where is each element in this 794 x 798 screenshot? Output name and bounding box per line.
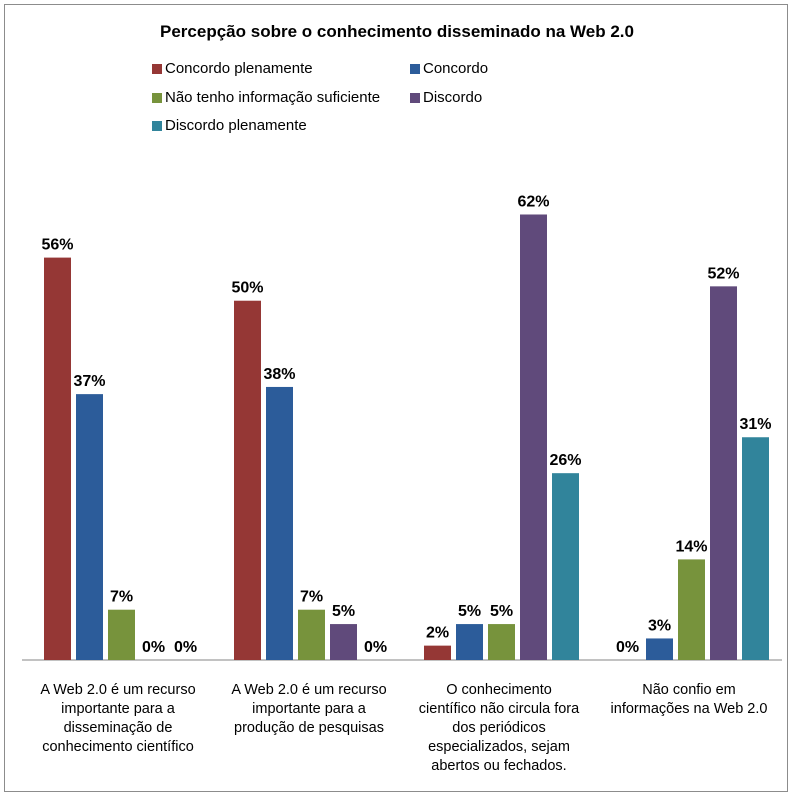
bar-g2-s1 [234,300,261,660]
legend-item-discordo-plenamente: Discordo plenamente [152,117,307,134]
data-label-g2-s1: 50% [231,280,263,297]
data-label-g1-s5: 0% [174,639,197,656]
legend-label-discordo-plenamente: Discordo plenamente [165,117,307,134]
legend-swatch-nao-tenho-informacao [152,92,162,103]
bar-g3-s5 [552,473,579,660]
bar-g4-s3 [678,559,705,660]
bar-g3-s1 [424,645,451,660]
data-label-g1-s3: 7% [110,589,133,606]
bar-g1-s1 [44,257,71,660]
bar-g2-s4 [330,624,357,660]
bar-g3-s3 [488,624,515,660]
bar-g1-s3 [108,609,135,660]
data-label-g3-s3: 5% [490,603,513,620]
bar-g2-s3 [298,609,325,660]
data-label-g4-s3: 14% [675,538,707,555]
data-label-g4-s4: 52% [707,265,739,282]
chart-title: Percepção sobre o conhecimento dissemina… [160,22,634,41]
data-label-g1-s4: 0% [142,639,165,656]
category-label-2: A Web 2.0 é um recurso importante para a… [231,682,387,736]
data-label-g4-s5: 31% [739,416,771,433]
legend-item-concordo: Concordo [410,60,488,77]
data-label-g2-s3: 7% [300,589,323,606]
data-label-g2-s2: 38% [263,366,295,383]
legend-label-concordo-plenamente: Concordo plenamente [165,60,313,77]
legend-item-nao-tenho-informacao: Não tenho informação suficiente [152,89,380,106]
chart-frame [4,4,788,792]
legend-item-discordo: Discordo [410,89,482,106]
data-label-g1-s2: 37% [73,373,105,390]
legend-label-nao-tenho-informacao: Não tenho informação suficiente [165,89,381,106]
bar-g4-s2 [646,638,673,660]
bar-g3-s2 [456,624,483,660]
data-label-g3-s5: 26% [549,452,581,469]
data-label-g3-s4: 62% [517,193,549,210]
data-label-g2-s5: 0% [364,639,387,656]
legend-label-concordo: Concordo [423,60,489,77]
category-label-3: O conhecimento científico não circula fo… [418,682,580,774]
data-label-g3-s1: 2% [426,625,449,642]
legend-swatch-discordo [410,92,420,103]
data-label-g1-s1: 56% [41,237,73,254]
category-label-4: Não confio em informações na Web 2.0 [610,682,768,717]
legend-swatch-concordo-plenamente [152,63,162,74]
legend-swatch-discordo-plenamente [152,120,162,131]
category-label-1: A Web 2.0 é um recurso importante para a… [40,682,196,755]
bar-g4-s5 [742,437,769,660]
legend-swatch-concordo [410,63,420,74]
bar-g3-s4 [520,214,547,660]
bar-g1-s2 [76,394,103,660]
bar-g2-s2 [266,386,293,660]
data-label-g2-s4: 5% [332,603,355,620]
bar-g4-s4 [710,286,737,660]
data-label-g4-s2: 3% [648,617,671,634]
legend-item-concordo-plenamente: Concordo plenamente [152,60,313,77]
data-label-g4-s1: 0% [616,639,639,656]
legend-label-discordo: Discordo [423,89,483,106]
data-label-g3-s2: 5% [458,603,481,620]
